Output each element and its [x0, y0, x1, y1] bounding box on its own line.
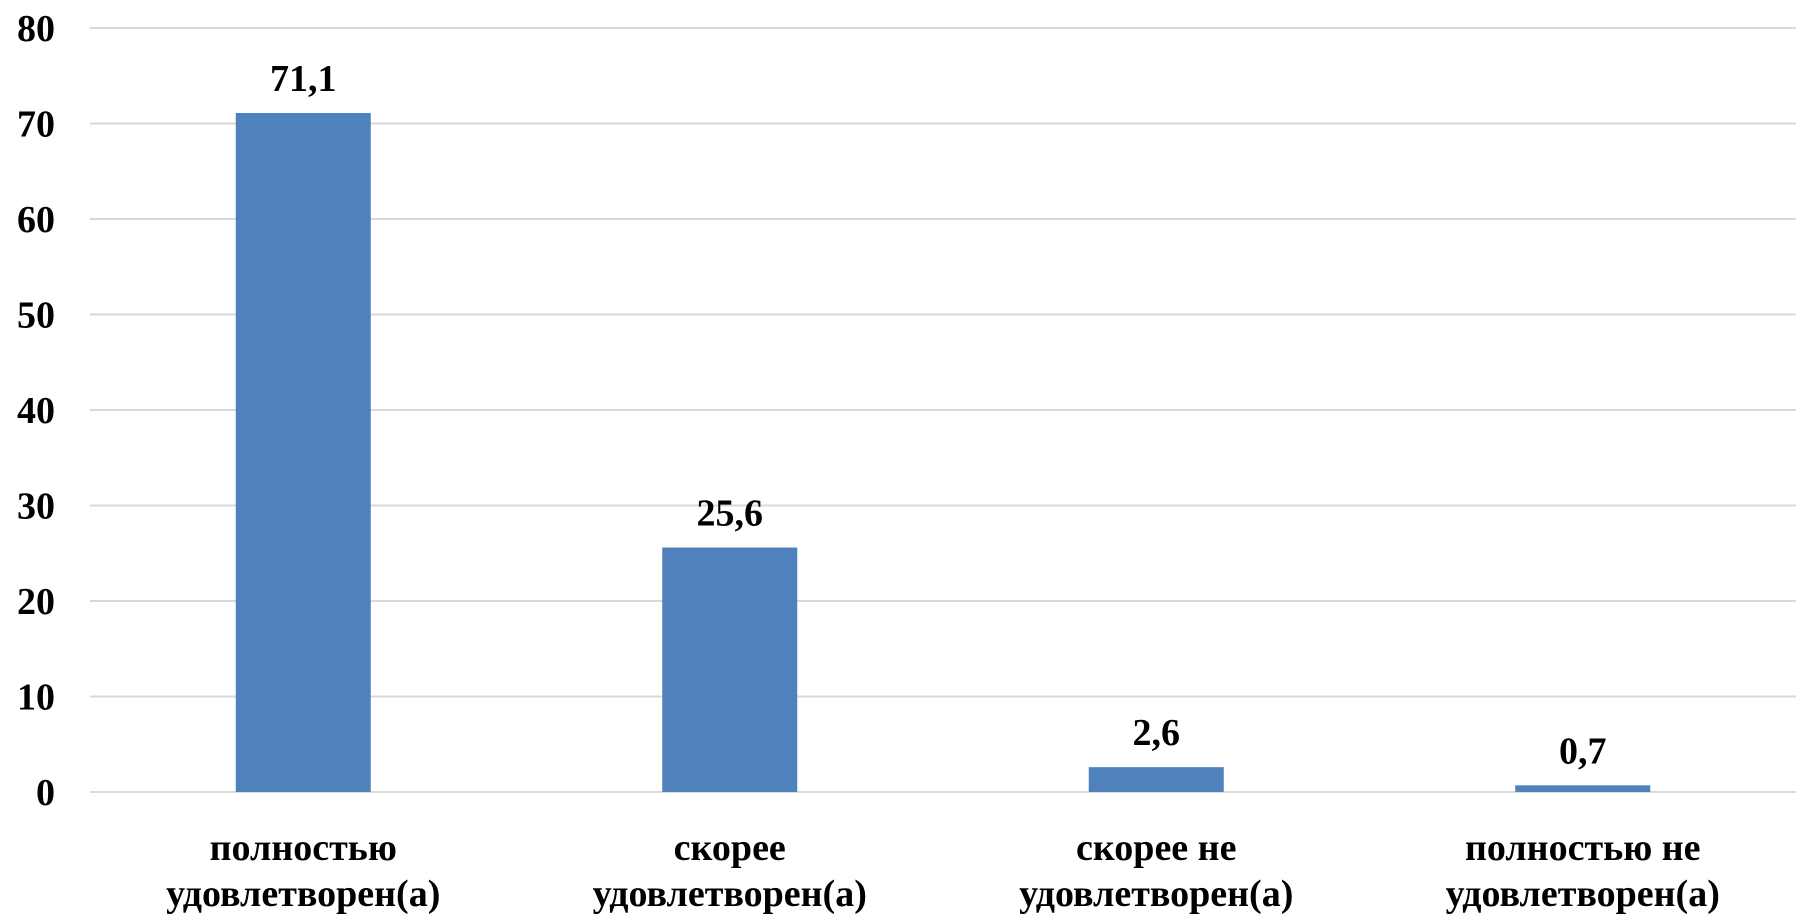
data-label: 0,7: [1559, 730, 1607, 772]
y-axis-tick-labels: 0 10 20 30 40 50 60 70 80: [17, 8, 55, 814]
gridlines: [90, 27, 1796, 793]
bars: [235, 112, 1651, 793]
data-label: 2,6: [1133, 712, 1181, 754]
y-tick-label: 20: [17, 581, 55, 623]
category-label: скорее не удовлетворен(а): [1019, 827, 1293, 915]
y-tick-label: 70: [17, 104, 55, 146]
bar: [1515, 785, 1651, 792]
data-label: 71,1: [270, 58, 337, 100]
data-label: 25,6: [697, 493, 764, 535]
y-tick-label: 80: [17, 8, 55, 50]
y-tick-label: 30: [17, 486, 55, 528]
y-tick-label: 10: [17, 677, 55, 719]
bar: [662, 547, 798, 792]
bar: [1088, 767, 1224, 792]
category-label: скорее удовлетворен(а): [593, 827, 867, 915]
category-label: полностью удовлетворен(а): [166, 827, 440, 915]
y-tick-label: 0: [36, 772, 55, 814]
y-tick-label: 50: [17, 295, 55, 337]
category-label: полностью не удовлетворен(а): [1446, 827, 1720, 915]
y-tick-label: 60: [17, 199, 55, 241]
bar: [235, 112, 371, 793]
x-axis-category-labels: полностью удовлетворен(а) скорее удовлетвор…: [166, 827, 1720, 915]
data-labels: 71,1 25,6 2,6 0,7: [270, 58, 1607, 772]
y-tick-label: 40: [17, 390, 55, 432]
